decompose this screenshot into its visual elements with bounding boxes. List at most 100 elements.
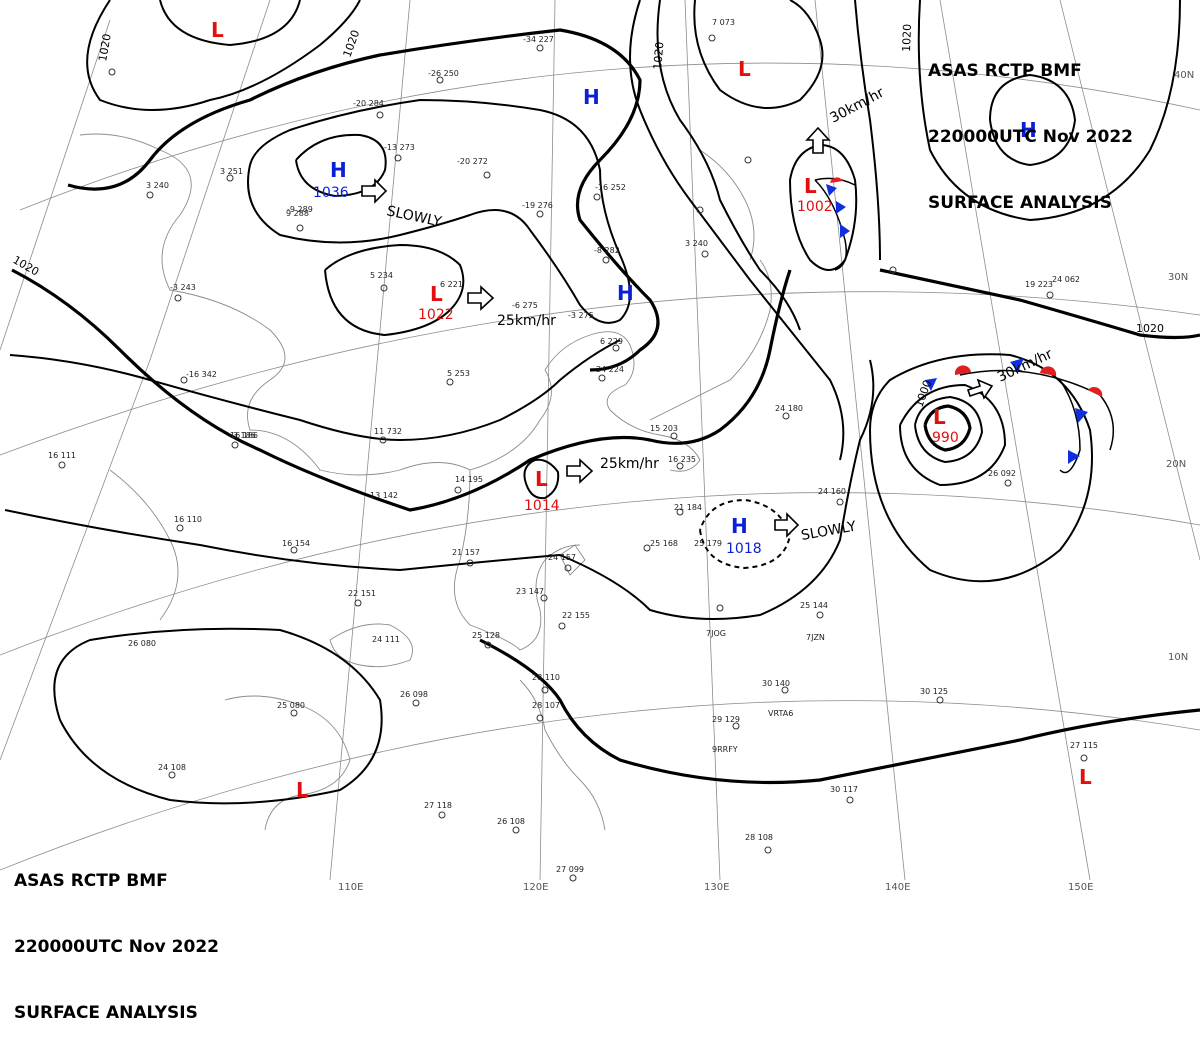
low-center-letter: L xyxy=(211,18,224,42)
station-plot: -34 227 xyxy=(523,35,554,44)
station-plot: 25 144 xyxy=(800,601,828,610)
high-center-letter: H xyxy=(1020,118,1037,142)
station-plot: 26 092 xyxy=(988,469,1016,478)
high-center-letter: H xyxy=(583,85,600,109)
station-plot: 24 111 xyxy=(372,635,400,644)
high-center-value: 1018 xyxy=(726,541,762,557)
station-marker xyxy=(612,344,620,352)
high-center-letter: H xyxy=(330,158,347,182)
station-marker xyxy=(512,826,520,834)
station-marker xyxy=(1046,291,1054,299)
station-plot: 24 160 xyxy=(818,487,846,496)
station-marker xyxy=(296,224,304,232)
station-marker xyxy=(816,611,824,619)
station-marker xyxy=(354,599,362,607)
station-marker xyxy=(782,412,790,420)
isobars xyxy=(4,0,1200,805)
station-plot: -20 284 xyxy=(353,99,384,108)
station-plot: -19 276 xyxy=(522,201,553,210)
map-background xyxy=(0,0,1200,919)
station-plot: 30 140 xyxy=(762,679,790,688)
cold-front-barb xyxy=(840,224,850,238)
station-plot: 24 062 xyxy=(1052,275,1080,284)
lon-label-130e: 130E xyxy=(704,882,729,893)
low-center-value: 1022 xyxy=(418,307,454,323)
station-id: 9RRFY xyxy=(712,745,738,754)
station-plot: 28 107 xyxy=(532,701,560,710)
station-marker xyxy=(376,111,384,119)
motion-arrow xyxy=(774,512,800,538)
station-marker xyxy=(676,462,684,470)
high-center-letter: H xyxy=(731,514,748,538)
low-center-letter: L xyxy=(296,778,309,802)
header-time-line: 220000UTC Nov 2022 xyxy=(928,127,1133,147)
header-top-right: ASAS RCTP BMF 220000UTC Nov 2022 SURFACE… xyxy=(928,16,1133,236)
station-marker xyxy=(436,76,444,84)
station-marker xyxy=(108,68,116,76)
station-marker xyxy=(598,374,606,382)
lon-label-140e: 140E xyxy=(885,882,910,893)
station-marker xyxy=(1004,479,1012,487)
station-marker xyxy=(696,206,704,214)
station-marker xyxy=(483,171,491,179)
station-marker xyxy=(536,714,544,722)
lat-label-30n: 30N xyxy=(1168,272,1188,283)
motion-arrow xyxy=(361,178,388,204)
warm-front-bump xyxy=(1040,366,1057,376)
station-marker xyxy=(380,284,388,292)
lat-label-10n: 10N xyxy=(1168,652,1188,663)
isobar-label: 1020 xyxy=(651,41,666,70)
station-plot: 21 157 xyxy=(452,548,480,557)
high-center-letter: H xyxy=(617,281,634,305)
station-plot: 26 080 xyxy=(128,639,156,648)
station-plot: -3 186 xyxy=(230,431,256,440)
station-marker xyxy=(484,641,492,649)
station-marker xyxy=(1080,754,1088,762)
isobar-label: 1020 xyxy=(96,33,114,63)
pressure-centers: L H 1036 H L 1022 H L L 1002 H L 990 L 1… xyxy=(211,18,1092,802)
station-marker xyxy=(889,266,897,274)
isobar-label: 1020 xyxy=(900,24,914,52)
station-plot: 6 229 xyxy=(600,337,623,346)
station-plot: 11 732 xyxy=(374,427,402,436)
warm-front-bump xyxy=(830,177,843,183)
station-marker xyxy=(540,594,548,602)
station-marker xyxy=(836,498,844,506)
station-plot: 28 110 xyxy=(532,673,560,682)
station-plot: -26 250 xyxy=(428,69,459,78)
station-plot: -3 243 xyxy=(170,283,196,292)
low-center-letter: L xyxy=(804,174,817,198)
station-plot: 5 253 xyxy=(447,369,470,378)
station-marker xyxy=(536,210,544,218)
station-marker xyxy=(676,508,684,516)
station-plot: 30 117 xyxy=(830,785,858,794)
station-marker xyxy=(379,436,387,444)
station-plot: 9 288 xyxy=(286,209,309,218)
station-marker xyxy=(438,811,446,819)
station-plot: 16 111 xyxy=(48,451,76,460)
lon-label-150e: 150E xyxy=(1068,882,1093,893)
station-id: 7JOG xyxy=(706,629,726,638)
station-marker xyxy=(732,722,740,730)
station-plot: -16 342 xyxy=(186,370,217,379)
station-plot: 15 203 xyxy=(650,424,678,433)
station-marker xyxy=(290,546,298,554)
station-plot: 13 142 xyxy=(370,491,398,500)
station-marker xyxy=(536,44,544,52)
station-marker xyxy=(643,544,651,552)
header-station-line: ASAS RCTP BMF xyxy=(928,61,1082,81)
station-plot: 23 147 xyxy=(516,587,544,596)
station-plot: 16 186 xyxy=(230,431,258,440)
station-plot: 25 179 xyxy=(694,539,722,548)
header-title-line: SURFACE ANALYSIS xyxy=(928,193,1112,213)
low-center-value: 1014 xyxy=(524,498,560,514)
station-marker xyxy=(174,294,182,302)
station-plot: -16 252 xyxy=(595,183,626,192)
station-marker xyxy=(558,622,566,630)
station-plot: 26 108 xyxy=(497,817,525,826)
motion-arrows xyxy=(361,126,994,538)
station-plot: -3 275 xyxy=(568,311,594,320)
station-plot: 26 098 xyxy=(400,690,428,699)
header-bottom-left: ASAS RCTP BMF 220000UTC Nov 2022 SURFACE… xyxy=(14,826,219,1046)
station-marker xyxy=(564,564,572,572)
